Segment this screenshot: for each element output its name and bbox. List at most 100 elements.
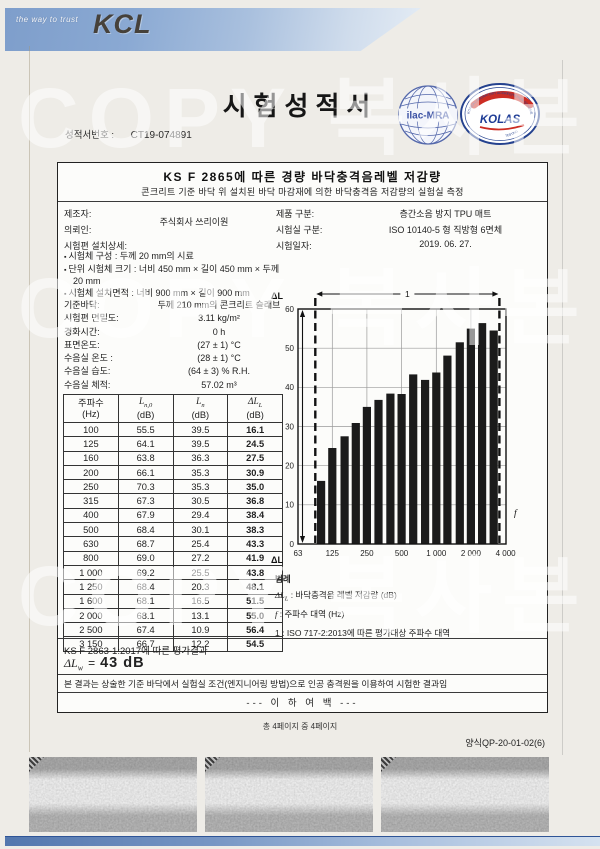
bottom-blue-bar xyxy=(5,836,600,846)
table-header: Ln (dB) xyxy=(172,394,229,423)
svg-text:1 000: 1 000 xyxy=(426,549,447,558)
client-label: 의뢰인: xyxy=(64,225,92,235)
lab-type-label: 시험실 구분: xyxy=(276,225,323,235)
legend-items: ΔLL : 바닥충격음 레벨 저감량 (dB) f : 주파수 대역 (Hz) 1 … xyxy=(275,588,540,646)
lab-type-value: ISO 10140-5 형 직방형 6면체 xyxy=(388,225,503,235)
condition-row: 시험편 면밀도: 3.11 kg/m² xyxy=(64,313,240,324)
svg-text:40: 40 xyxy=(285,383,294,392)
specimen-details-list: 시험체 구성 : 두께 20 mm의 시료단위 시험체 크기 : 너비 450 … xyxy=(64,251,291,300)
kcl-logo: KCL xyxy=(93,9,152,39)
table-row: 1 250 68.4 20.3 48.1 xyxy=(63,579,283,595)
table-row: 250 70.3 35.3 35.0 xyxy=(63,479,283,495)
table-row: 200 66.1 35.3 30.9 xyxy=(63,464,283,481)
document-title: 시험성적서 xyxy=(222,91,378,121)
ilac-seal-text: ilac-MRA xyxy=(407,111,450,122)
form-code: 양식QP-20-01-02(6) xyxy=(465,738,545,748)
table-row: 3 150 66.7 12.2 54.5 xyxy=(63,636,283,652)
report-number: 성적서번호 : CT19-074891 xyxy=(65,127,192,141)
condition-row: 경화시간: 0 h xyxy=(64,326,226,337)
svg-text:ΔL: ΔL xyxy=(271,291,283,301)
svg-text:2 000: 2 000 xyxy=(461,549,482,558)
formula-equals: = xyxy=(88,656,96,670)
accreditation-seals: ilac-MRA KOREA LABORATORY ACCREDITATION … xyxy=(398,83,540,145)
table-row: 2 500 67.4 10.9 56.4 xyxy=(63,622,283,638)
legend-heading: 범례 xyxy=(275,574,291,584)
report-subtitle: 콘크리트 기준 바닥 위 설치된 바닥 마감재에 의한 바닥충격음 저감량의 실… xyxy=(141,187,464,197)
report-number-value: CT19-074891 xyxy=(130,130,192,141)
kolas-ring-bottom-text: TESTING xyxy=(505,129,519,138)
svg-text:20: 20 xyxy=(285,462,294,471)
table-row: 315 67.3 30.5 36.8 xyxy=(63,493,283,509)
specimen-detail-item: 시험체 설치면적 : 너비 900 mm × 길이 900 mm xyxy=(64,288,291,301)
table-row: 100 55.5 39.5 16.1 xyxy=(63,421,283,438)
product-type-value: 층간소음 방지 TPU 매트 xyxy=(399,209,492,219)
freq-table-body: 100 55.5 39.5 16.1 125 64.1 39.5 24.5 160 63.8 36.… xyxy=(63,421,283,652)
svg-text:50: 50 xyxy=(285,344,294,353)
result-note: 본 결과는 상술한 기준 바닥에서 실험실 조건(엔지니어링 방법)으로 인공 … xyxy=(64,679,448,689)
condition-row: 수음실 체적: 57.02 m³ xyxy=(64,379,237,390)
test-date-value: 2019. 06. 27. xyxy=(419,239,472,249)
divider xyxy=(58,674,547,675)
test-date-label: 시험일자: xyxy=(276,241,312,251)
redacted-block xyxy=(381,757,549,832)
formula-subscript: w xyxy=(77,663,84,673)
freq-table: 주파수 (Hz) Ln,0 (dB) Ln (dB) ΔLL (dB) 100 55.5 39.5… xyxy=(63,394,283,652)
evaluation-formula: ΔLw = 43 dB xyxy=(64,655,145,672)
table-row: 125 64.1 39.5 24.5 xyxy=(63,436,283,452)
report-number-label: 성적서번호 : xyxy=(65,130,114,141)
install-detail-label: 시험편 설치상세: xyxy=(64,241,127,251)
legend-item: 1 : ISO 717-2:2013에 따른 평가대상 주파수 대역 xyxy=(275,628,451,639)
reduction-chart: 1 0 10 20 30 40 50 60 63 125 250 500 1 000 2 000 4 000… xyxy=(268,281,540,573)
table-row: 1 000 69.2 25.5 43.8 xyxy=(63,564,283,581)
report-title: KS F 2865에 따른 경량 바닥충격음레벨 저감량 xyxy=(163,170,442,184)
page-margin-line-right xyxy=(562,60,563,755)
table-row: 2 000 68.1 13.1 55.0 xyxy=(63,607,283,624)
table-header: Ln,0 (dB) xyxy=(117,394,174,423)
svg-text:1: 1 xyxy=(405,289,410,299)
kcl-banner: the way to trust KCL xyxy=(5,8,421,51)
condition-row: 기준바닥: 두께 210 mm의 콘크리트 슬래브 xyxy=(64,300,281,310)
page-count-text: 총 4페이지 중 4페이지 xyxy=(262,722,338,731)
kolas-seal-text: KOLAS xyxy=(480,114,521,126)
company-name: 주식회사 쓰리이원 xyxy=(159,217,229,227)
evaluation-heading: KS F 2863-1:2017에 따른 평가결과 xyxy=(64,646,208,657)
table-row: 1 600 68.1 16.5 51.5 xyxy=(63,593,283,609)
table-row: 630 68.7 25.4 43.3 xyxy=(63,536,283,552)
end-of-report-text: --- 이 하 여 백 --- xyxy=(246,698,359,709)
legend-item: ΔLL : 바닥충격음 레벨 저감량 (dB) xyxy=(275,590,397,603)
divider xyxy=(58,201,547,202)
redacted-block xyxy=(205,757,373,832)
formula-value: 43 dB xyxy=(100,655,145,671)
svg-text:60: 60 xyxy=(285,305,294,314)
svg-text:10: 10 xyxy=(285,501,294,510)
condition-row: 표면온도: (27 ± 1) °C xyxy=(64,339,241,350)
table-header: ΔLL (dB) xyxy=(227,394,283,423)
product-type-label: 제품 구분: xyxy=(276,209,315,219)
kolas-seal: KOREA LABORATORY ACCREDITATION SCHEME KO… xyxy=(460,83,540,145)
legend-item: f : 주파수 대역 (Hz) xyxy=(275,609,345,620)
redacted-block xyxy=(29,757,197,832)
report-box: KS F 2865에 따른 경량 바닥충격음레벨 저감량 콘크리트 기준 바닥 … xyxy=(57,162,548,713)
svg-text:125: 125 xyxy=(326,549,340,558)
page-margin-line-left xyxy=(29,46,30,752)
svg-text:ΔL: ΔL xyxy=(271,555,283,565)
condition-row: 수음실 온도 : (28 ± 1) °C xyxy=(64,353,241,364)
svg-text:4 000: 4 000 xyxy=(496,549,517,558)
svg-text:f: f xyxy=(514,508,518,519)
formula-symbol: ΔL xyxy=(64,656,78,670)
divider xyxy=(58,638,547,639)
condition-row: 수음실 습도: (64 ± 3) % R.H. xyxy=(64,366,250,377)
table-row: 160 63.8 36.3 27.5 xyxy=(63,450,283,466)
svg-text:63: 63 xyxy=(294,549,303,558)
table-header: 주파수 (Hz) xyxy=(63,394,119,423)
svg-text:500: 500 xyxy=(395,549,409,558)
table-row: 800 69.0 27.2 41.9 xyxy=(63,550,283,566)
specimen-detail-item: 단위 시험체 크기 : 너비 450 mm × 길이 450 mm × 두께 2… xyxy=(64,264,291,288)
svg-text:250: 250 xyxy=(360,549,374,558)
manufacturer-label: 제조자: xyxy=(64,209,92,219)
table-row: 500 68.4 30.1 38.3 xyxy=(63,522,283,538)
kcl-tagline: the way to trust xyxy=(16,15,79,24)
